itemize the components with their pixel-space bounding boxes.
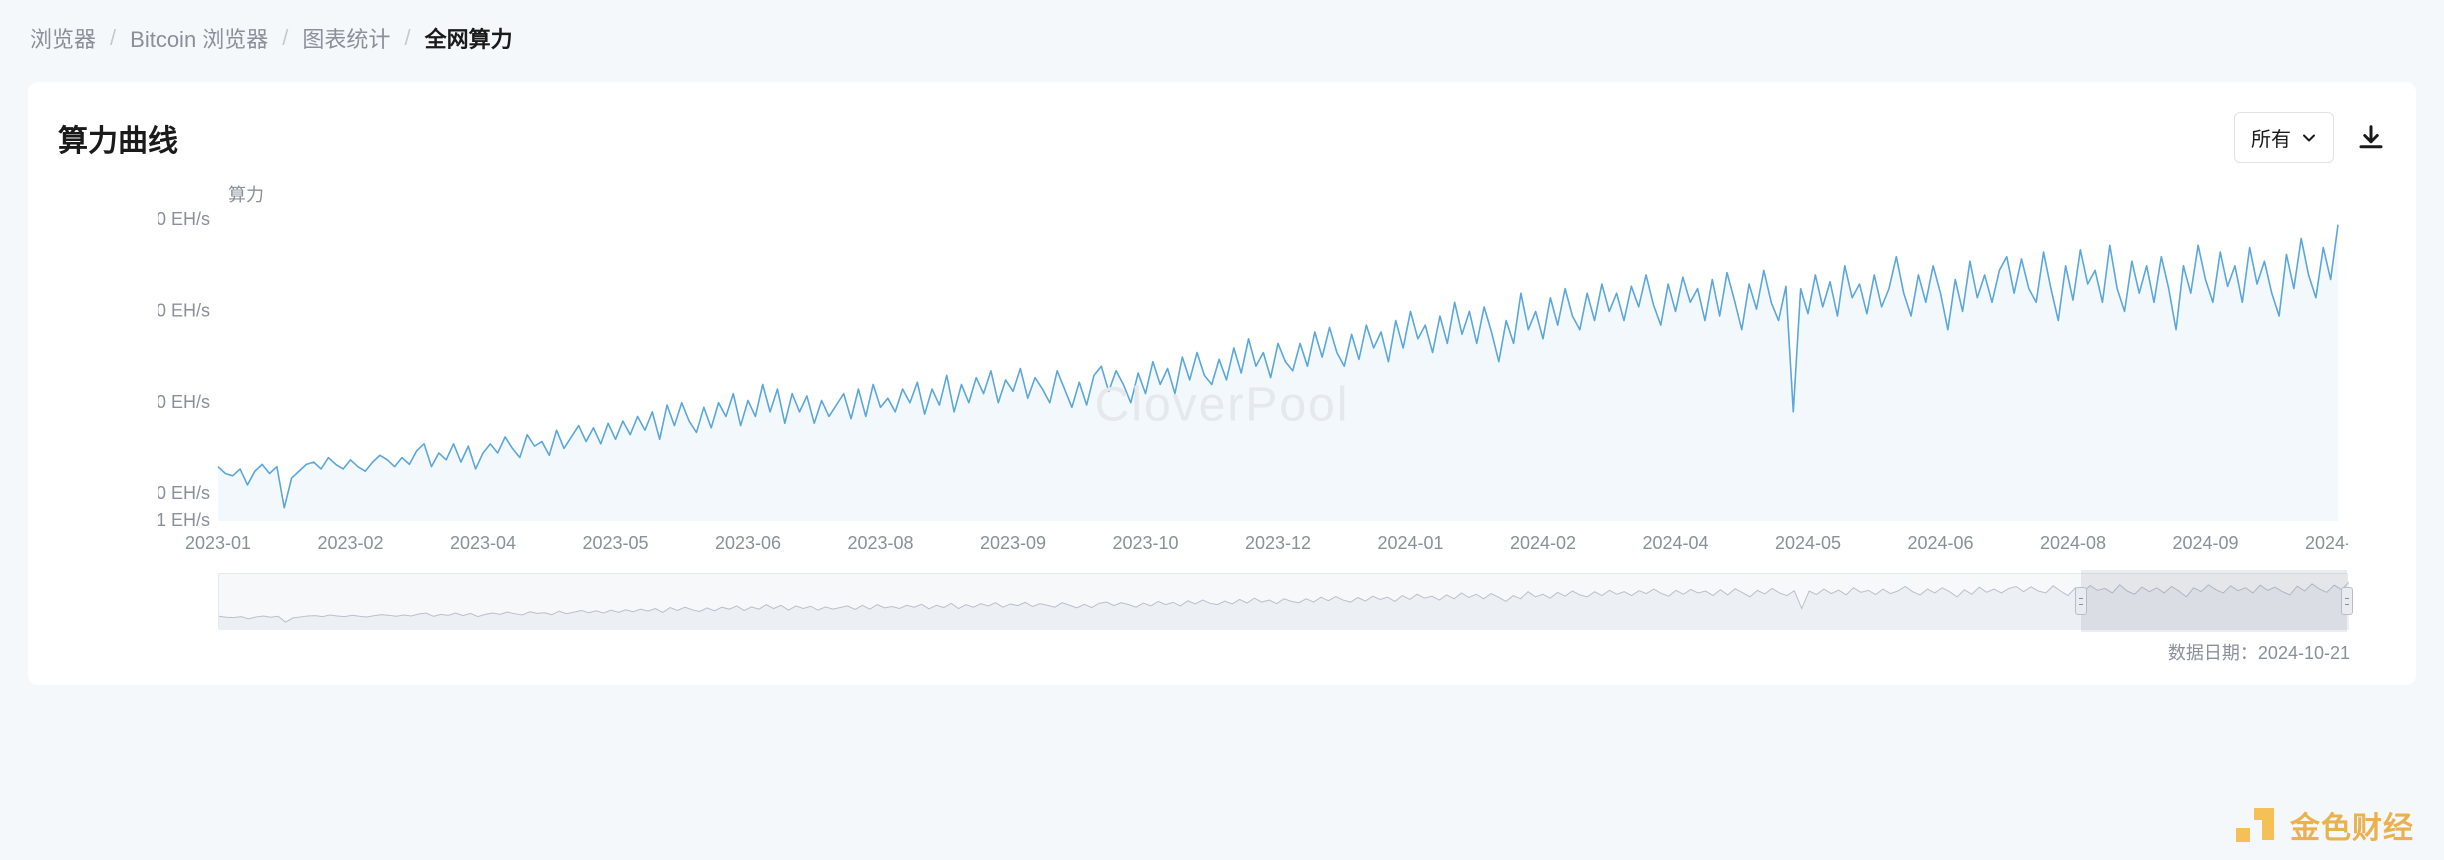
chevron-down-icon [2301, 130, 2317, 146]
header-actions: 所有 [2234, 112, 2386, 163]
svg-text:2024-01: 2024-01 [1377, 533, 1443, 553]
card-title: 算力曲线 [58, 116, 178, 160]
brush-handle-left[interactable] [2075, 587, 2087, 615]
svg-text:600 EH/s: 600 EH/s [158, 300, 210, 320]
svg-text:141 EH/s: 141 EH/s [158, 510, 210, 530]
svg-text:2024-06: 2024-06 [1907, 533, 1973, 553]
site-logo-icon [2230, 800, 2280, 850]
chart-area: 算力 CloverPool 141 EH/s200 EH/s400 EH/s60… [58, 181, 2386, 629]
y-axis-title: 算力 [228, 181, 264, 207]
svg-text:200 EH/s: 200 EH/s [158, 483, 210, 503]
svg-text:2023-04: 2023-04 [450, 533, 516, 553]
breadcrumb-item: 全网算力 [425, 22, 513, 54]
breadcrumb-separator: / [110, 25, 116, 51]
site-watermark: 金色财经 [2230, 800, 2414, 850]
breadcrumb-separator: / [404, 25, 410, 51]
chart-card: 算力曲线 所有 算力 CloverPool 141 EH/s200 EH/s40… [28, 82, 2416, 685]
svg-text:2024-02: 2024-02 [1510, 533, 1576, 553]
data-date-label: 数据日期：2024-10-21 [58, 629, 2386, 665]
breadcrumb-separator: / [282, 25, 288, 51]
svg-text:2023-10: 2023-10 [1112, 533, 1178, 553]
range-selector-label: 所有 [2251, 123, 2291, 152]
svg-text:2024-09: 2024-09 [2172, 533, 2238, 553]
svg-text:2024-10: 2024-10 [2305, 533, 2348, 553]
svg-text:2023-01: 2023-01 [185, 533, 251, 553]
brush-selection[interactable] [2081, 570, 2347, 632]
breadcrumb-item[interactable]: 浏览器 [30, 22, 96, 54]
breadcrumb-item[interactable]: Bitcoin 浏览器 [130, 22, 268, 54]
svg-text:2023-12: 2023-12 [1245, 533, 1311, 553]
brush-mini-chart [219, 574, 2349, 630]
svg-text:2023-08: 2023-08 [847, 533, 913, 553]
hashrate-line-chart: 141 EH/s 200 EH/s 400 EH/s 600 EH/s 800 EH/s… [158, 181, 2348, 561]
svg-text:2024-08: 2024-08 [2040, 533, 2106, 553]
svg-text:2023-06: 2023-06 [715, 533, 781, 553]
svg-text:800 EH/s: 800 EH/s [158, 209, 210, 229]
svg-text:2023-09: 2023-09 [980, 533, 1046, 553]
brush-handle-right[interactable] [2341, 587, 2353, 615]
range-selector[interactable]: 所有 [2234, 112, 2334, 163]
brush-panel[interactable] [218, 573, 2348, 629]
svg-text:400 EH/s: 400 EH/s [158, 392, 210, 412]
download-icon[interactable] [2356, 123, 2386, 153]
breadcrumb: 浏览器 / Bitcoin 浏览器 / 图表统计 / 全网算力 [0, 0, 2444, 72]
svg-text:2023-05: 2023-05 [582, 533, 648, 553]
svg-text:2023-02: 2023-02 [317, 533, 383, 553]
breadcrumb-item[interactable]: 图表统计 [302, 22, 390, 54]
svg-text:2024-04: 2024-04 [1642, 533, 1708, 553]
svg-text:2024-05: 2024-05 [1775, 533, 1841, 553]
site-logo-text: 金色财经 [2290, 803, 2414, 847]
card-header: 算力曲线 所有 [58, 112, 2386, 163]
